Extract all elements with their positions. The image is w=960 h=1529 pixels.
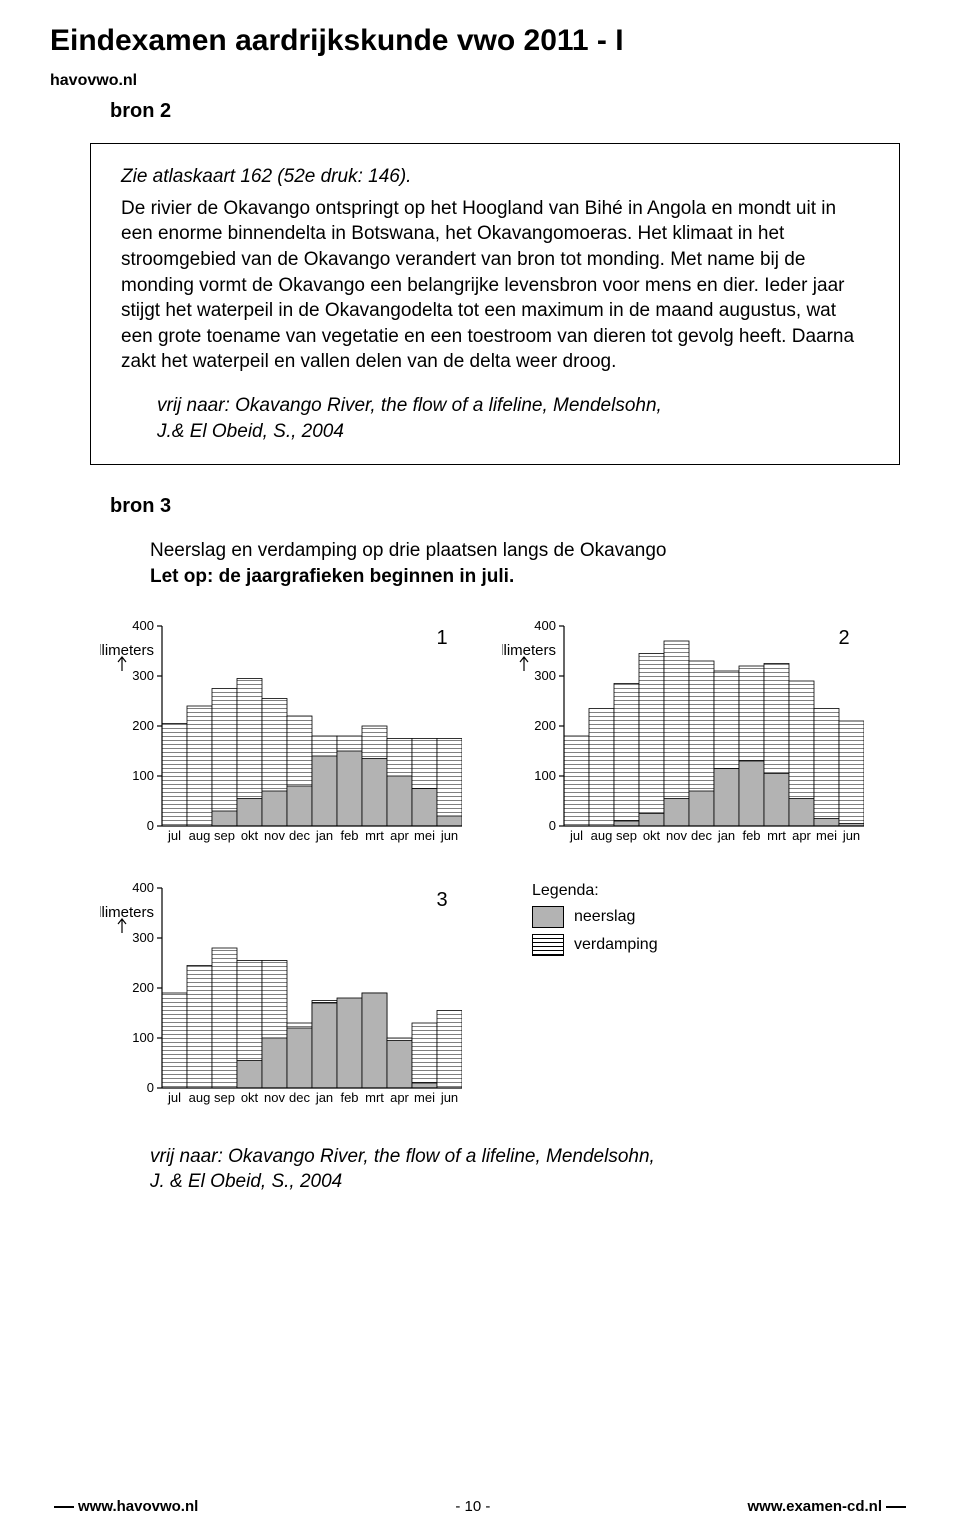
svg-text:jan: jan — [315, 1090, 333, 1105]
svg-text:aug: aug — [189, 1090, 211, 1105]
svg-text:300: 300 — [132, 668, 154, 683]
svg-text:100: 100 — [132, 1030, 154, 1045]
svg-text:sep: sep — [214, 828, 235, 843]
svg-text:mrt: mrt — [365, 828, 384, 843]
legend-row-neerslag: neerslag — [532, 906, 658, 928]
svg-text:aug: aug — [591, 828, 613, 843]
svg-text:mei: mei — [816, 828, 837, 843]
svg-text:3: 3 — [436, 889, 447, 911]
bron3-citation: vrij naar: Okavango River, the flow of a… — [150, 1144, 900, 1195]
svg-text:400: 400 — [132, 620, 154, 633]
footer-left: www.havovwo.nl — [50, 1498, 198, 1515]
svg-text:nov: nov — [666, 828, 687, 843]
svg-text:0: 0 — [147, 818, 154, 833]
svg-text:apr: apr — [390, 828, 409, 843]
svg-text:0: 0 — [549, 818, 556, 833]
bron3-intro-line2: Let op: de jaargrafieken beginnen in jul… — [150, 564, 900, 590]
svg-text:1: 1 — [436, 627, 447, 649]
svg-text:dec: dec — [289, 828, 310, 843]
legend-row-verdamping: verdamping — [532, 934, 658, 956]
svg-text:dec: dec — [289, 1090, 310, 1105]
svg-text:dec: dec — [691, 828, 712, 843]
footer-right: www.examen-cd.nl — [748, 1498, 910, 1515]
svg-text:jul: jul — [167, 828, 181, 843]
bron2-citation-2: J.& El Obeid, S., 2004 — [157, 419, 869, 445]
svg-text:jan: jan — [717, 828, 735, 843]
bron2-box: Zie atlaskaart 162 (52e druk: 146). De r… — [90, 143, 900, 465]
bron3-heading: bron 3 — [110, 495, 910, 518]
svg-text:jan: jan — [315, 828, 333, 843]
bron3-citation-1: vrij naar: Okavango River, the flow of a… — [150, 1144, 900, 1170]
svg-text:400: 400 — [132, 882, 154, 895]
charts-area: 0100200300400julaugsepoktnovdecjanfebmrt… — [100, 620, 910, 1108]
svg-text:nov: nov — [264, 828, 285, 843]
svg-text:nov: nov — [264, 1090, 285, 1105]
svg-text:100: 100 — [534, 768, 556, 783]
legend-label-verdamping: verdamping — [574, 936, 658, 954]
svg-text:jun: jun — [842, 828, 860, 843]
chart-panel-2: 0 100 200 300 400 julaugsepoktnovdecjanfebmrt… — [502, 620, 864, 846]
svg-text:0: 0 — [147, 1080, 154, 1095]
legend: Legenda: neerslag verdamping — [502, 882, 658, 1108]
page-footer: www.havovwo.nl - 10 - www.examen-cd.nl — [50, 1498, 910, 1515]
svg-text:mrt: mrt — [767, 828, 786, 843]
legend-swatch-verdamping — [532, 934, 564, 956]
bron2-heading: bron 2 — [110, 100, 910, 123]
chart-svg: 0 100 200 300 400 julaugsepoktnovdecjanfebmrt… — [502, 620, 864, 846]
chart-svg: 0 100 200 300 400 julaugsepoktnovdecjanfebmrt… — [100, 620, 462, 846]
svg-text:jun: jun — [440, 828, 458, 843]
svg-text:jun: jun — [440, 1090, 458, 1105]
svg-text:apr: apr — [792, 828, 811, 843]
svg-text:2: 2 — [838, 627, 849, 649]
svg-text:mrt: mrt — [365, 1090, 384, 1105]
bron3-intro-line1: Neerslag en verdamping op drie plaatsen … — [150, 538, 900, 564]
document-subtitle: havovwo.nl — [50, 72, 910, 90]
svg-text:mei: mei — [414, 828, 435, 843]
svg-text:millimeters: millimeters — [100, 904, 154, 921]
chart-panel-1: 0 100 200 300 400 julaugsepoktnovdecjanfebmrt… — [100, 620, 462, 846]
document-title: Eindexamen aardrijkskunde vwo 2011 - I — [50, 24, 910, 58]
chart-svg: 0 100 200 300 400 julaugsepoktnovdecjanfebmrt… — [100, 882, 462, 1108]
bron2-body: De rivier de Okavango ontspringt op het … — [121, 196, 869, 375]
svg-text:jul: jul — [167, 1090, 181, 1105]
chart-panel-3: 0 100 200 300 400 julaugsepoktnovdecjanfebmrt… — [100, 882, 462, 1108]
svg-text:feb: feb — [340, 1090, 358, 1105]
legend-swatch-neerslag — [532, 906, 564, 928]
svg-text:okt: okt — [241, 1090, 259, 1105]
bron3-citation-2: J. & El Obeid, S., 2004 — [150, 1169, 900, 1195]
svg-text:okt: okt — [241, 828, 259, 843]
bron2-citation-1: vrij naar: Okavango River, the flow of a… — [157, 393, 869, 419]
svg-text:400: 400 — [534, 620, 556, 633]
bron3-intro: Neerslag en verdamping op drie plaatsen … — [150, 538, 900, 589]
svg-text:200: 200 — [534, 718, 556, 733]
svg-text:feb: feb — [742, 828, 760, 843]
svg-text:300: 300 — [132, 930, 154, 945]
svg-text:300: 300 — [534, 668, 556, 683]
svg-text:100: 100 — [132, 768, 154, 783]
svg-text:feb: feb — [340, 828, 358, 843]
svg-text:sep: sep — [616, 828, 637, 843]
svg-text:200: 200 — [132, 980, 154, 995]
svg-text:jul: jul — [569, 828, 583, 843]
svg-text:apr: apr — [390, 1090, 409, 1105]
bron2-intro-italic: Zie atlaskaart 162 (52e druk: 146). — [121, 164, 869, 190]
svg-text:millimeters: millimeters — [502, 642, 556, 659]
svg-text:mei: mei — [414, 1090, 435, 1105]
svg-text:sep: sep — [214, 1090, 235, 1105]
svg-text:okt: okt — [643, 828, 661, 843]
svg-text:200: 200 — [132, 718, 154, 733]
svg-text:aug: aug — [189, 828, 211, 843]
footer-page-number: - 10 - — [455, 1498, 490, 1515]
legend-label-neerslag: neerslag — [574, 908, 635, 926]
legend-title: Legenda: — [532, 882, 658, 900]
svg-text:millimeters: millimeters — [100, 642, 154, 659]
